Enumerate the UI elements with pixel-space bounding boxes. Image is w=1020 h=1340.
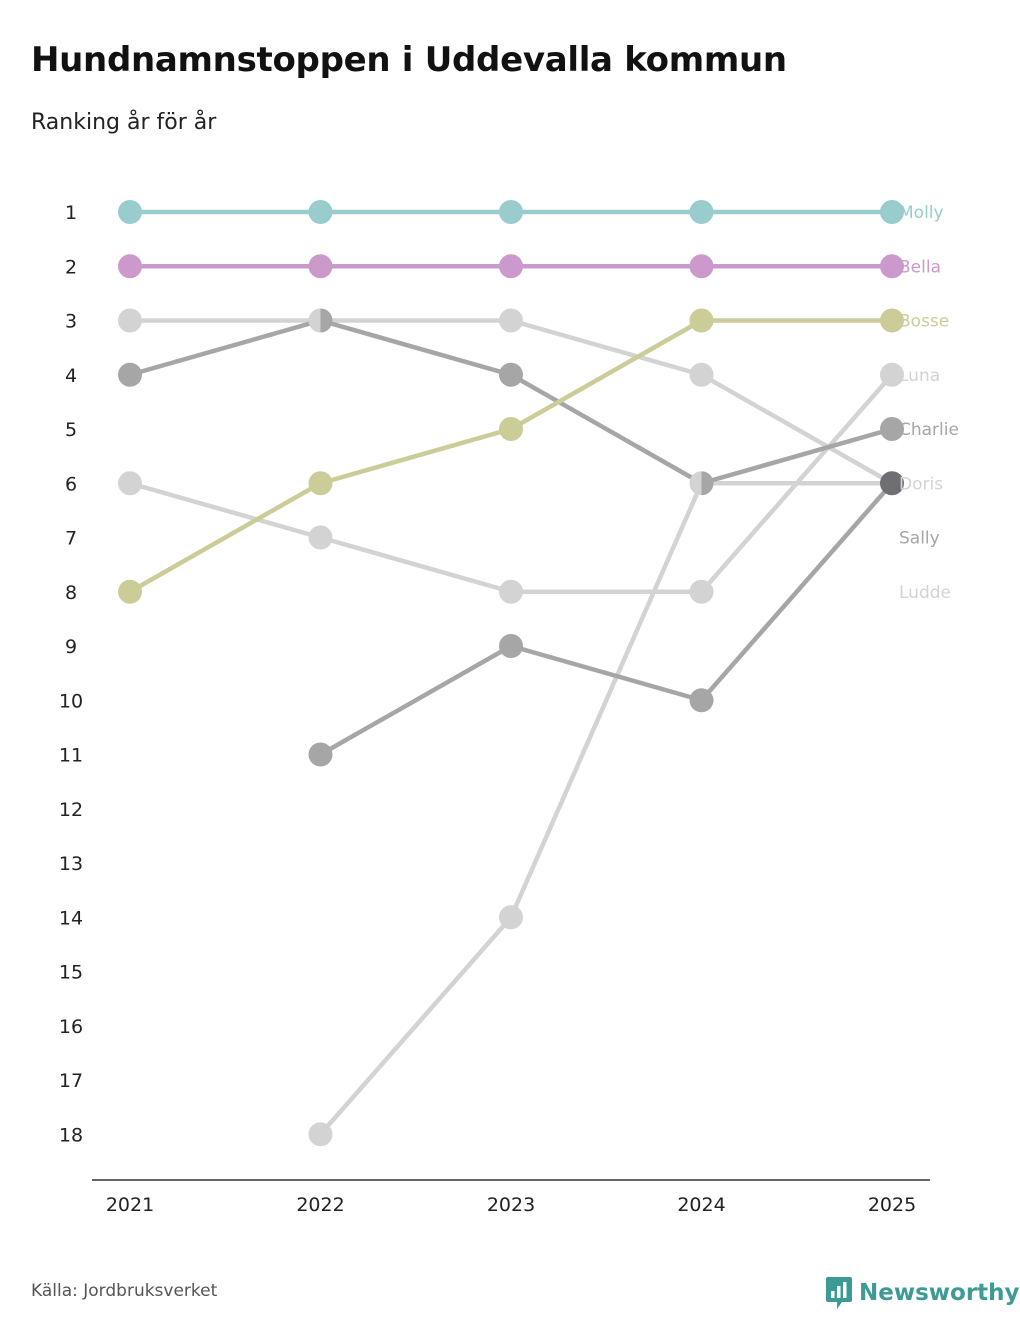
series-line-doris bbox=[127, 318, 895, 486]
rank-tick-label: 5 bbox=[65, 419, 77, 441]
series-label-ludde: Ludde bbox=[899, 583, 951, 603]
point-ludde-2022 bbox=[308, 1122, 333, 1147]
rank-tick-label: 4 bbox=[65, 365, 77, 387]
rank-tick-label: 11 bbox=[59, 745, 83, 767]
source-note: Källa: Jordbruksverket bbox=[31, 1281, 218, 1301]
rank-tick-label: 7 bbox=[65, 528, 77, 550]
point-doris-2023 bbox=[499, 308, 523, 333]
point-molly-2023 bbox=[499, 200, 523, 224]
series-label-luna: Luna bbox=[899, 366, 940, 386]
point-luna-2021 bbox=[118, 471, 142, 496]
rank-tick-label: 13 bbox=[59, 853, 83, 875]
point-charlie-2024 bbox=[701, 471, 714, 496]
rank-tick-label: 3 bbox=[65, 311, 77, 333]
point-doris-2021 bbox=[118, 308, 142, 333]
point-bosse-2023 bbox=[499, 417, 523, 441]
year-tick-label: 2021 bbox=[106, 1194, 154, 1216]
rank-tick-label: 1 bbox=[65, 202, 77, 224]
point-sally-2023 bbox=[499, 634, 523, 658]
point-sally-2024 bbox=[689, 688, 714, 713]
rank-tick-label: 15 bbox=[59, 962, 83, 984]
x-axis-year-labels: 2021 2022 2023 2024 2025 bbox=[106, 1194, 916, 1216]
point-sally-2022 bbox=[308, 742, 333, 767]
point-luna-2024 bbox=[689, 579, 714, 604]
point-charlie-2025 bbox=[880, 417, 904, 441]
point-molly-2022 bbox=[308, 200, 333, 224]
point-luna-2023 bbox=[499, 579, 523, 604]
year-tick-label: 2025 bbox=[868, 1194, 916, 1216]
point-bella-2024 bbox=[689, 254, 714, 279]
year-tick-label: 2022 bbox=[296, 1194, 344, 1216]
point-ludde-2024 bbox=[689, 471, 702, 496]
rank-tick-label: 10 bbox=[59, 690, 83, 712]
point-bosse-2022 bbox=[308, 471, 333, 496]
point-molly-2025 bbox=[880, 200, 904, 224]
point-bella-2023 bbox=[499, 254, 523, 279]
year-tick-label: 2023 bbox=[487, 1194, 535, 1216]
point-luna-2025 bbox=[880, 362, 904, 387]
series-line-charlie bbox=[127, 318, 895, 486]
rank-tick-label: 14 bbox=[59, 907, 83, 929]
series-line-bosse bbox=[127, 318, 895, 594]
rank-tick-label: 18 bbox=[59, 1124, 83, 1146]
point-bosse-2024 bbox=[689, 308, 714, 333]
series-label-doris: Doris bbox=[899, 474, 943, 494]
series-label-bosse: Bosse bbox=[899, 312, 949, 332]
series-label-molly: Molly bbox=[899, 203, 944, 223]
rank-tick-label: 12 bbox=[59, 799, 83, 821]
point-bella-2025 bbox=[880, 254, 904, 279]
point-charlie-2023 bbox=[499, 362, 523, 387]
point-charlie-2022 bbox=[320, 308, 333, 333]
point-doris-2024 bbox=[689, 362, 714, 387]
point-bosse-2021 bbox=[118, 579, 142, 604]
series-line-sally bbox=[318, 481, 895, 757]
series-label-charlie: Charlie bbox=[899, 420, 959, 440]
point-molly-2024 bbox=[689, 200, 714, 224]
point-bosse-2025 bbox=[880, 308, 904, 333]
point-ludde-2023 bbox=[499, 905, 523, 930]
point-charlie-2021 bbox=[118, 362, 142, 387]
point-bella-2021 bbox=[118, 254, 142, 279]
point-bella-2022 bbox=[308, 254, 333, 279]
rank-tick-label: 16 bbox=[59, 1016, 83, 1038]
rank-tick-label: 8 bbox=[65, 582, 77, 604]
newsworthy-logo: Newsworthy bbox=[825, 1277, 1020, 1309]
point-doris-2022 bbox=[308, 308, 321, 333]
series-label-sally: Sally bbox=[899, 529, 940, 549]
rank-tick-label: 17 bbox=[59, 1070, 83, 1092]
bar-chart-pin-icon bbox=[826, 1277, 852, 1309]
rank-tick-label: 2 bbox=[65, 256, 77, 278]
series-label-bella: Bella bbox=[899, 257, 941, 277]
rank-tick-label: 9 bbox=[65, 636, 77, 658]
point-molly-2021 bbox=[118, 200, 142, 224]
series-lines bbox=[127, 209, 895, 1137]
series-points bbox=[118, 200, 904, 1147]
rank-tick-label: 6 bbox=[65, 473, 77, 495]
series-line-ludde bbox=[318, 481, 895, 1137]
chart-title: Hundnamnstoppen i Uddevalla kommun bbox=[31, 40, 787, 80]
chart-subtitle: Ranking år för år bbox=[31, 110, 217, 135]
point-tie-2025-rank-6 bbox=[880, 471, 904, 496]
brand-name: Newsworthy bbox=[859, 1280, 1020, 1306]
series-end-labels: Molly Bella Bosse Luna Charlie Doris Sally Ludd… bbox=[899, 203, 959, 603]
point-luna-2022 bbox=[308, 525, 333, 550]
year-tick-label: 2024 bbox=[677, 1194, 725, 1216]
